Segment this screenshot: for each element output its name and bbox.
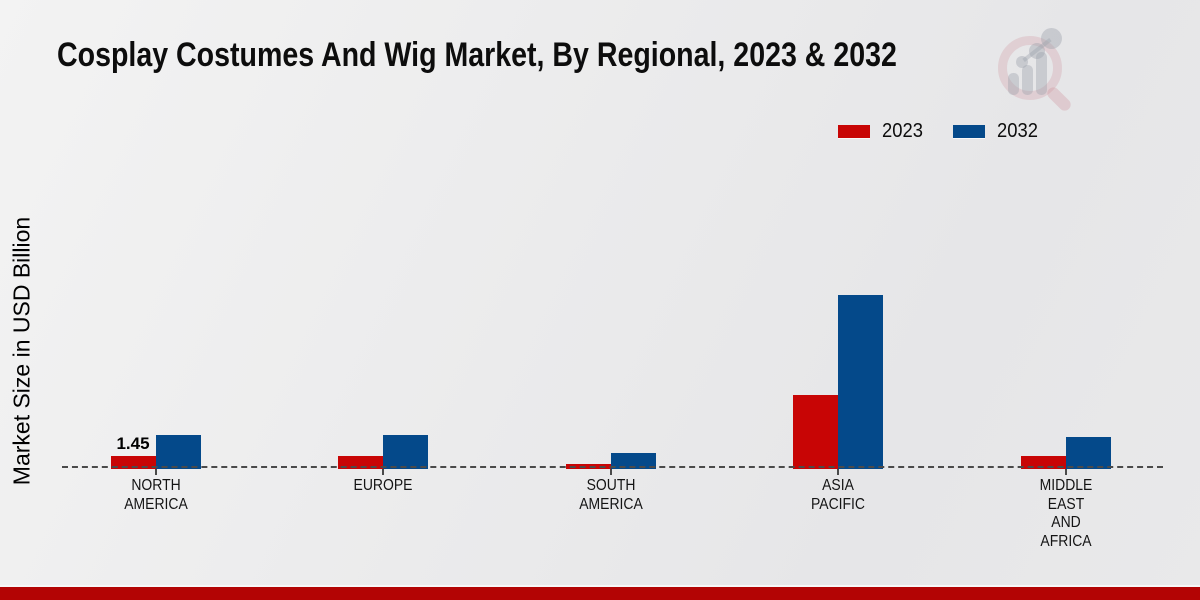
- legend-label-2032: 2032: [996, 120, 1038, 142]
- legend-item-2032: 2032: [952, 120, 1042, 143]
- magnifier-ring-icon: [998, 36, 1062, 100]
- bar-2023-europe: [338, 456, 383, 469]
- axis-tick-south-america: [609, 469, 612, 475]
- bar-2032-south-america: [610, 452, 656, 469]
- bar-2032-europe: [383, 435, 428, 469]
- bar-2032-asia-pacific: [838, 295, 883, 469]
- category-label-europe: EUROPE: [353, 477, 413, 494]
- legend-item-2023: 2023: [838, 120, 927, 143]
- bar-2023-north-america: [110, 455, 156, 469]
- y-axis-title: Market Size in USD Billion: [8, 216, 35, 486]
- legend: 2023 2032: [838, 120, 1041, 143]
- bar-2032-middle-east-and-africa: [1065, 437, 1111, 469]
- category-label-middle-east-and-africa: MIDDLE EAST AND AFRICA: [1039, 477, 1092, 550]
- watermark-dot-icon: [1016, 56, 1028, 68]
- market-research-watermark-logo: [996, 28, 1086, 118]
- legend-swatch-2023: [838, 125, 870, 138]
- bar-2023-asia-pacific: [793, 395, 838, 469]
- category-label-north-america: NORTH AMERICA: [123, 477, 188, 513]
- legend-swatch-2032: [952, 125, 985, 138]
- category-label-asia-pacific: ASIA PACIFIC: [811, 477, 865, 513]
- bar-2032-north-america: [155, 434, 201, 469]
- axis-tick-north-america: [154, 469, 157, 475]
- axis-tick-europe: [382, 469, 384, 475]
- chart-title: Cosplay Costumes And Wig Market, By Regi…: [57, 36, 897, 74]
- axis-tick-asia-pacific: [837, 469, 839, 475]
- value-label-north-america-2023: 1.45: [116, 433, 150, 453]
- watermark-bar-icon: [1036, 52, 1047, 95]
- watermark-dot-icon: [1029, 43, 1045, 59]
- watermark-bar-icon: [1008, 73, 1019, 95]
- x-axis-baseline: [62, 466, 1163, 468]
- magnifier-handle-icon: [1044, 84, 1074, 114]
- axis-tick-middle-east-and-africa: [1064, 469, 1067, 475]
- bottom-accent-strip: [0, 585, 1200, 600]
- category-label-south-america: SOUTH AMERICA: [578, 477, 643, 513]
- watermark-bar-icon: [1022, 65, 1033, 95]
- watermark-dot-icon: [1041, 28, 1062, 49]
- legend-label-2023: 2023: [882, 120, 923, 142]
- bar-2023-middle-east-and-africa: [1020, 455, 1066, 469]
